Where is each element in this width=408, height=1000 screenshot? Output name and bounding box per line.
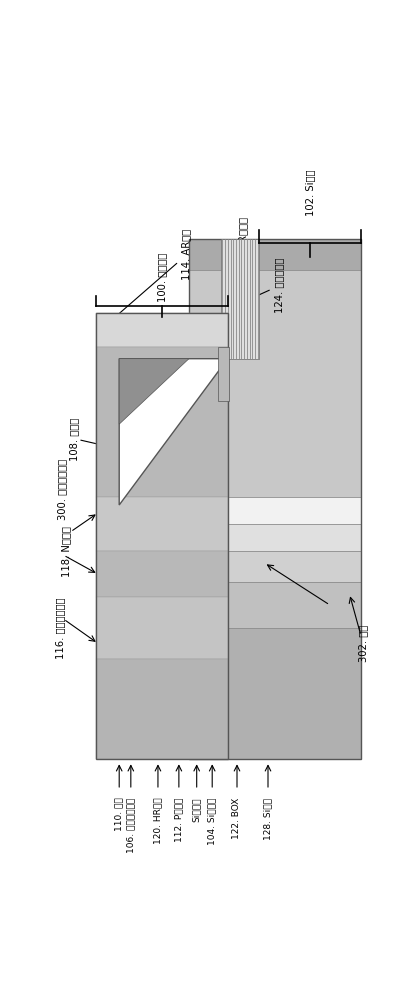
Bar [96,312,228,759]
Bar [222,239,259,359]
Polygon shape [119,359,228,505]
Bar [189,239,361,759]
Text: 104. Si波导层: 104. Si波导层 [208,798,217,845]
Text: 300. 转向镜的角度: 300. 转向镜的角度 [57,459,67,520]
Text: 116. 倒装芯片衬底: 116. 倒装芯片衬底 [55,597,65,659]
Bar [189,551,361,582]
Text: 114. AR涂层: 114. AR涂层 [101,229,192,329]
Text: 126. DBR反射镜: 126. DBR反射镜 [222,217,248,339]
Text: 110. 背面: 110. 背面 [115,798,124,831]
Text: 106. 增益介质波导: 106. 增益介质波导 [126,798,135,853]
Text: 122. BOX: 122. BOX [233,798,242,839]
Bar [189,628,361,759]
Bar [96,347,228,497]
Polygon shape [119,359,189,424]
Bar [96,312,228,347]
Text: 124. 光栅耦合器: 124. 光栅耦合器 [241,258,285,313]
Bar [96,659,228,759]
Bar [189,582,361,628]
Text: 128. Si衬底: 128. Si衬底 [264,798,273,840]
Bar [189,524,361,551]
Text: 302. 光路: 302. 光路 [358,625,368,662]
Bar [189,270,361,497]
Bar [96,551,228,597]
Text: 120. HR涂层: 120. HR涂层 [153,798,162,844]
Bar [189,239,361,270]
Text: 108. 转向镜: 108. 转向镜 [69,418,79,461]
Bar [96,597,228,659]
Bar [189,497,361,524]
Text: 118. N型金属: 118. N型金属 [62,526,71,577]
Text: Si上金属: Si上金属 [192,798,201,822]
Text: 112. P型金属: 112. P型金属 [174,798,183,842]
Bar [96,497,228,551]
Bar [217,347,229,401]
Text: 102. Si芯片: 102. Si芯片 [305,170,315,216]
Text: 100. 倒装芯片: 100. 倒装芯片 [157,253,167,302]
